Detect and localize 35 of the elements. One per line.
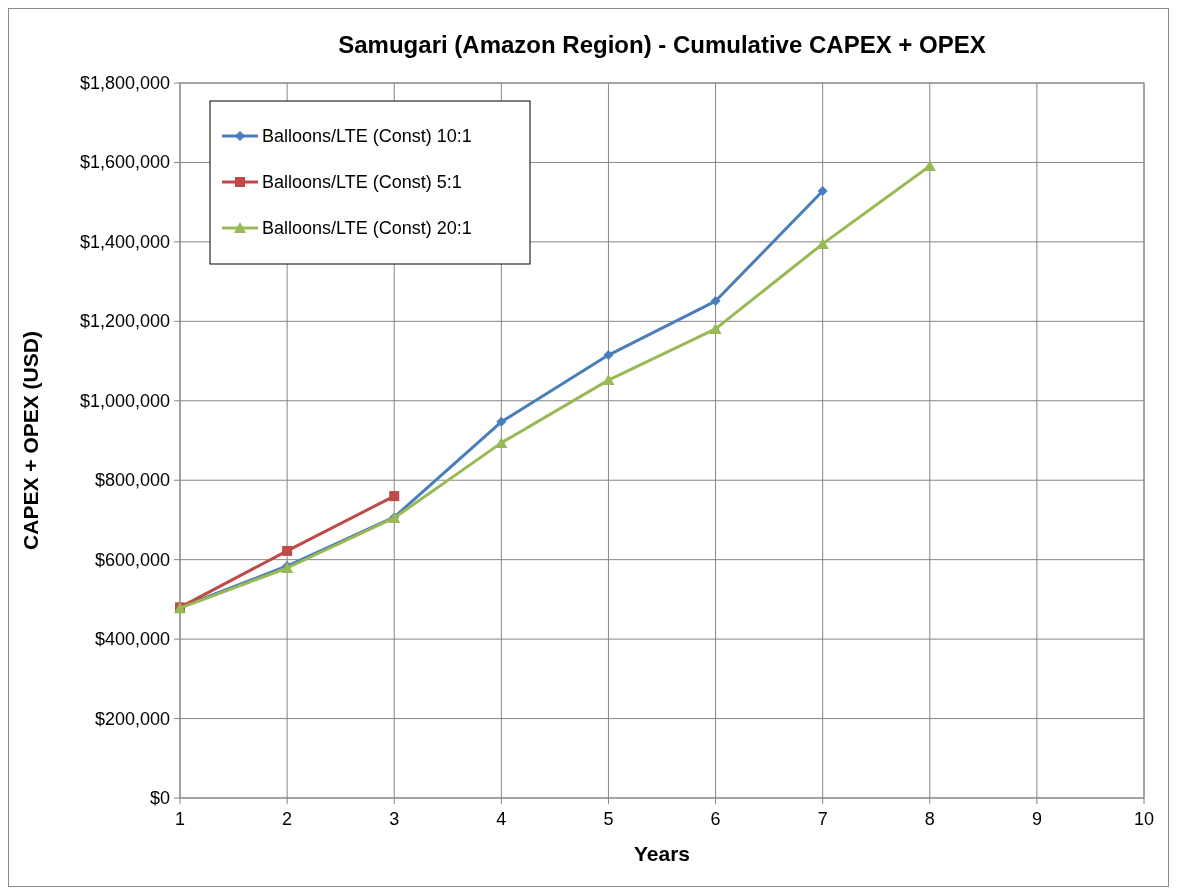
x-tick-label: 4 (496, 809, 507, 829)
x-tick-label: 5 (603, 809, 614, 829)
x-tick-label: 8 (924, 809, 935, 829)
chart-title: Samugari (Amazon Region) - Cumulative CAPEX + OPEX (338, 31, 986, 58)
point (710, 296, 721, 307)
x-tick-label: 10 (1133, 809, 1155, 829)
point (602, 374, 615, 386)
x-tick-label: 9 (1031, 809, 1042, 829)
legend-label: Balloons/LTE (Const) 20:1 (262, 218, 472, 238)
y-tick-label: $800,000 (94, 470, 170, 491)
point (389, 491, 400, 502)
x-tick-label: 7 (817, 809, 828, 829)
point (709, 322, 722, 334)
y-tick-label: $1,400,000 (79, 231, 170, 252)
y-tick-label: $600,000 (94, 549, 170, 570)
y-tick-label: $1,800,000 (79, 73, 170, 93)
point (496, 416, 507, 427)
x-tick-label: 1 (174, 809, 186, 829)
y-tick-label: $400,000 (94, 629, 170, 650)
y-tick-label: $200,000 (94, 708, 170, 729)
x-tick-label: 3 (389, 809, 400, 829)
legend-label: Balloons/LTE (Const) 10:1 (262, 126, 472, 146)
y-tick-label: $1,000,000 (79, 390, 170, 411)
point (282, 545, 293, 556)
y-tick-label: $1,600,000 (79, 152, 170, 173)
point (603, 350, 614, 361)
x-tick-label: 6 (710, 809, 721, 829)
legend-label: Balloons/LTE (Const) 5:1 (262, 172, 462, 192)
point (495, 436, 508, 448)
x-tick-label: 2 (282, 809, 293, 829)
y-tick-label: $1,200,000 (79, 311, 170, 332)
y-tick-label: $0 (149, 788, 170, 808)
point (817, 186, 828, 197)
x-axis-title: Years (633, 842, 691, 865)
y-axis-title: CAPEX + OPEX (USD) (19, 331, 42, 550)
